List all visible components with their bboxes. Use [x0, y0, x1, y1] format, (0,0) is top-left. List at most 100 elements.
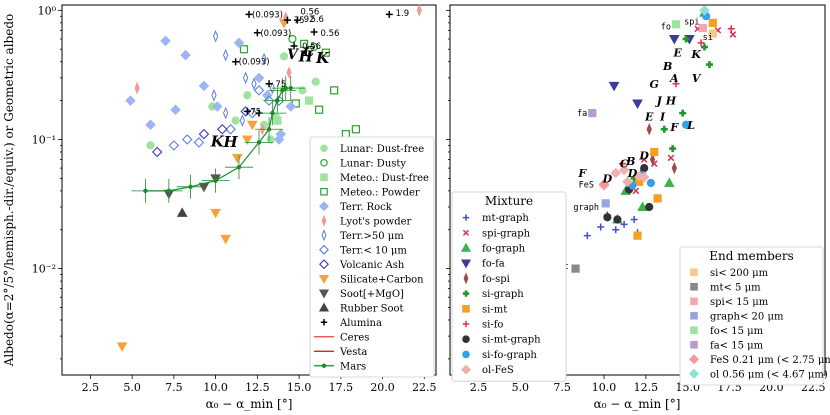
lunar-dust-free-point-6	[311, 77, 320, 86]
right-legend2-marker-fa-15-m	[690, 340, 698, 349]
right-panel: 2.5 5.0 7.5 10.0 12.5 15.0 17.5 20.0 22.5 fospis…	[446, 4, 830, 411]
left-legend-frame	[309, 136, 435, 378]
right-legend2-title: End members	[709, 249, 794, 263]
lunar-dust-free-point-9	[266, 135, 275, 144]
terr-50-m-point-1	[222, 48, 229, 62]
right-letter-mark-20: C	[620, 158, 629, 171]
lyot-s-powder-point-4	[416, 4, 422, 17]
left-legend-marker-volcanic-ash	[319, 259, 329, 270]
right-letter-mark-13: J	[655, 95, 663, 108]
lunar-dust-free-point-5	[279, 52, 289, 61]
left-legend-marker-terr-10-m	[319, 244, 329, 255]
volcanic-ash-point-0	[151, 146, 163, 158]
terr-rock-point-8	[253, 72, 265, 84]
mars-point-2	[188, 184, 193, 190]
right-legend2-label-fa-15-m: fa< 15 μm	[710, 340, 764, 351]
mt-graph-point-4	[630, 216, 638, 224]
right-legend2-label-ol-0-56-m-4-67-m: ol 0.56 μm (< 4.67 μm)	[710, 369, 828, 380]
left-legend-label-mars: Mars	[340, 361, 366, 372]
left-legend-marker-soot-mgo	[318, 289, 330, 299]
right-legend-marker-fo-fa	[460, 259, 472, 269]
terr-50-m-point-4	[261, 52, 267, 66]
vesta-letter-0: V	[287, 47, 300, 63]
right-endmember-label-5: graph	[573, 203, 599, 213]
left-annotation-9: 75	[275, 80, 286, 90]
right-legend2-label-spi-15-m: spi< 15 μm	[710, 297, 769, 308]
meteo-powder-point-0	[239, 45, 249, 54]
spi-15-m-point-0	[698, 23, 707, 33]
ol-fes-point-1	[610, 167, 622, 179]
left-legend-marker-silicate-carbon	[318, 275, 330, 284]
left-xtick-label-8: 22.5	[412, 381, 437, 394]
lunar-dust-free-point-8	[243, 91, 252, 100]
alumina-point-10	[243, 107, 251, 115]
left-legend-label-soot-mgo: Soot[+MgO]	[340, 289, 404, 300]
right-legend-label-ol-fes: ol-FeS	[482, 365, 514, 376]
graph-20-m-point-0	[601, 199, 610, 208]
mars-point-6	[266, 127, 272, 132]
si-fo-graph-point-2	[681, 120, 691, 129]
right-letter-mark-11: V	[692, 72, 702, 85]
left-annotation-11: 75	[250, 107, 261, 117]
mt-graph-point-2	[612, 226, 620, 234]
left-legend-marker-lyot-s-powder	[321, 214, 327, 227]
terr-rock-point-6	[211, 101, 223, 112]
left-legend-label-alumina: Alumina	[339, 318, 382, 329]
left-annotation-0: (0.093)	[252, 10, 283, 20]
right-legend2-marker-ol-0-56-m-4-67-m	[689, 368, 699, 379]
si-mt-graph-point-1	[613, 215, 622, 224]
meteo-powder-point-7	[321, 48, 330, 57]
terr-rock-point-2	[160, 35, 171, 47]
left-legend-marker-lunar-dust-free	[320, 144, 328, 153]
ol-0-56-m-4-67-m-point-0	[699, 5, 710, 16]
right-end-members-legend: End members si< 200 μm mt< 5 μm spi< 15 μm g…	[679, 246, 830, 386]
left-legend-label-volcanic-ash: Volcanic Ash	[339, 260, 405, 271]
left-panel: 2.5 5.0 7.5 10.0 12.5 15.0 17.5 20.0 22.5 10⁻² 10⁻…	[2, 4, 437, 411]
right-legend-label-si-mt: si-mt	[482, 304, 507, 315]
ol-fes-point-4	[618, 164, 630, 176]
left-legend-marker-lunar-dusty	[320, 158, 328, 167]
rubber-soot-point-0	[176, 207, 188, 217]
si-graph-point-6	[660, 125, 668, 133]
right-legend2-label-fo-15-m: fo< 15 μm	[710, 326, 764, 337]
left-legend-label-silicate-carbon: Silicate+Carbon	[340, 274, 424, 285]
left-legend-label-meteo-dust-free: Meteo.: Dust-free	[340, 173, 429, 184]
left-xtick-label-2: 7.5	[165, 381, 183, 394]
left-annotation-7: 0.56	[302, 42, 321, 52]
right-letter-mark-19: D	[638, 150, 649, 163]
right-legend-label-si-fo: si-fo	[482, 320, 503, 331]
right-legend2-marker-graph-20-m	[690, 311, 698, 320]
silicate-carbon-point-1	[210, 208, 221, 219]
left-legend-label-lunar-dusty: Lunar: Dusty	[340, 158, 406, 169]
left-data-marks: CV(0.093)(0.093)(0.093)0.56925.60.560.56…	[116, 4, 422, 352]
right-legend2-label-graph-20-m: graph< 20 μm	[710, 311, 784, 322]
terr-50-m-point-2	[243, 71, 249, 85]
right-legend-marker-spi-graph	[462, 229, 470, 236]
right-endmember-label-4: FeS	[579, 180, 594, 190]
right-legend2-frame	[679, 246, 824, 386]
si-graph-point-0	[669, 145, 677, 153]
si-fo-point-1	[697, 39, 705, 47]
si-mt-graph-point-0	[603, 213, 612, 222]
right-letter-mark-8: K	[690, 48, 701, 61]
right-xtick-label-1: 5.0	[512, 381, 530, 394]
meteo-powder-point-4	[341, 130, 350, 139]
fo-spi-point-1	[671, 161, 677, 175]
alumina-point-4	[283, 16, 291, 24]
right-legend-label-fo-spi: fo-spi	[482, 274, 510, 285]
silicate-carbon-point-3	[246, 120, 258, 131]
terr-rock-point-7	[233, 37, 245, 49]
silicate-carbon-point-6	[231, 153, 243, 164]
left-xtick-label-0: 2.5	[82, 381, 100, 394]
alumina-point-3	[265, 80, 273, 88]
terr-10-m-point-4	[253, 85, 265, 96]
mars-point-11	[288, 85, 293, 91]
right-legend-marker-ol-fes	[461, 364, 471, 375]
lunar-dust-free-point-2	[231, 116, 240, 125]
right-x-axis-label: α₀ − α_min [°]	[594, 397, 681, 411]
right-legend-label-si-mt-graph: si-mt-graph	[482, 335, 541, 346]
left-xtick-label-5: 15.0	[287, 381, 312, 394]
left-legend-marker-terr-50-m	[321, 229, 327, 242]
right-legend2-marker-fes-0-21-m-2-75-m	[689, 354, 699, 365]
